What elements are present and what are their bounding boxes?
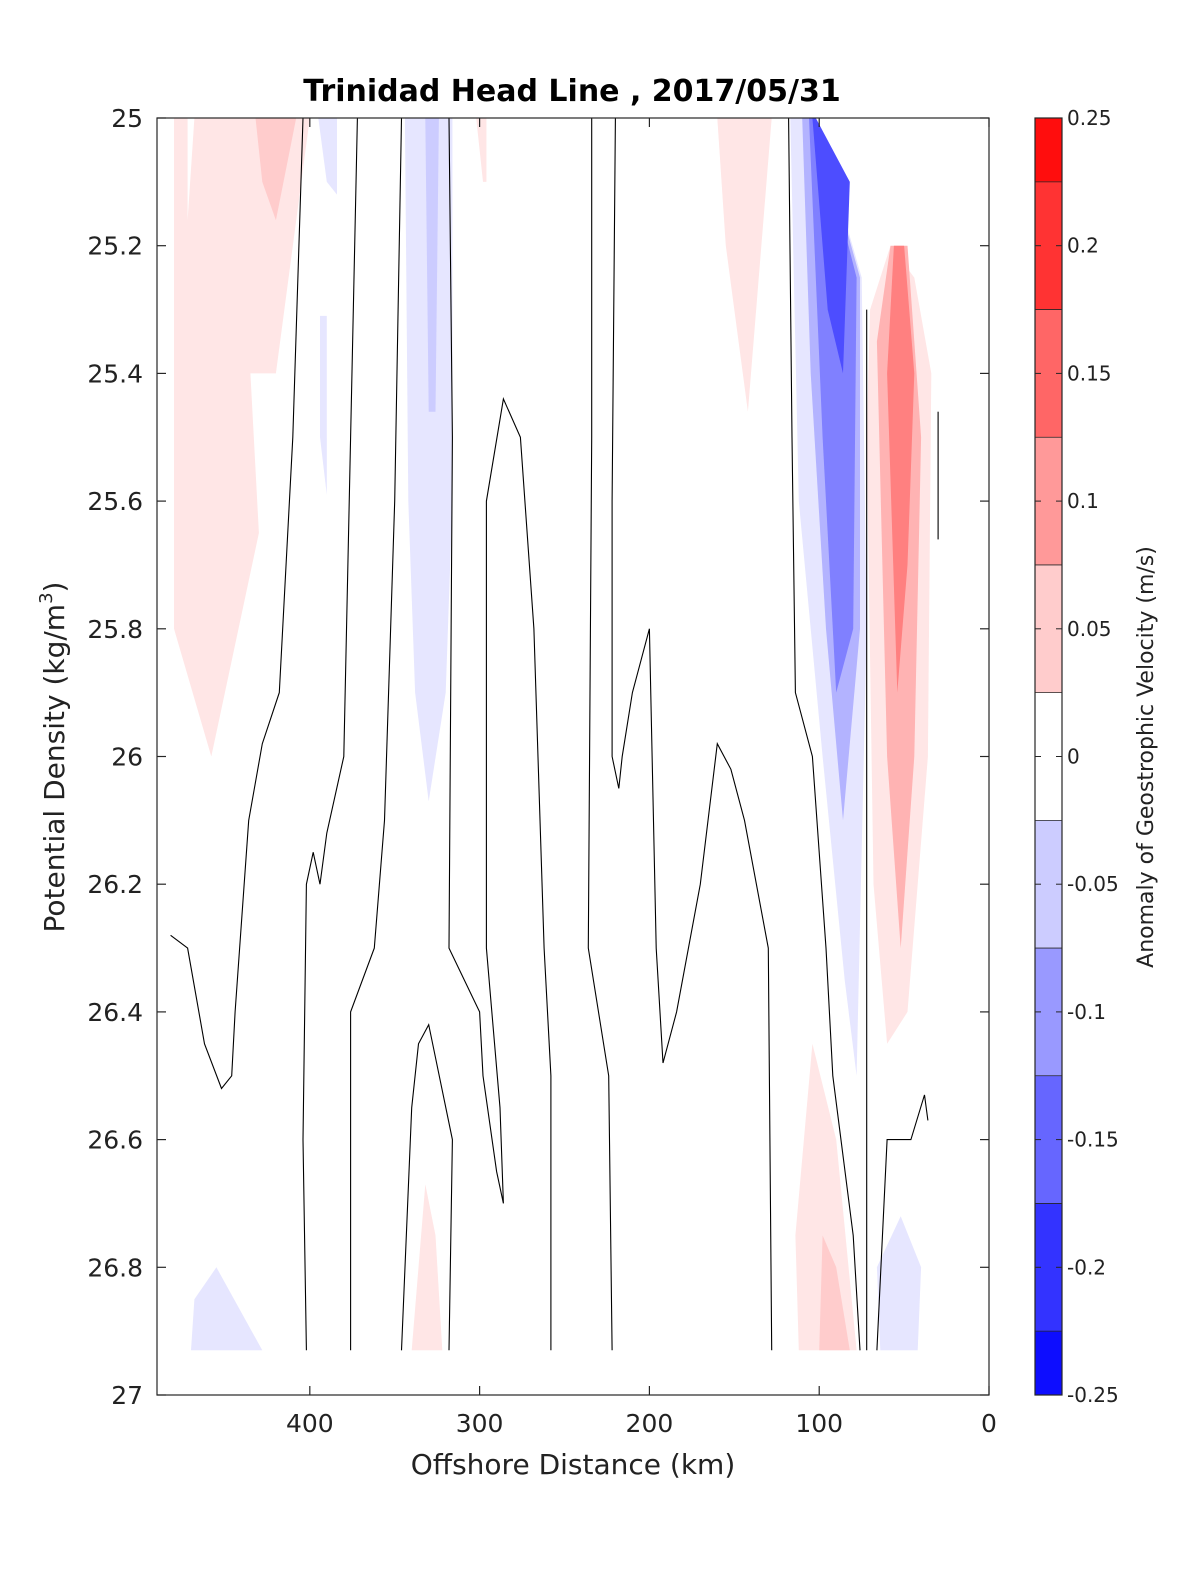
colorbar-tick-label: 0.2: [1067, 234, 1099, 258]
colorbar-tick-label: 0.15: [1067, 361, 1112, 385]
filled-contour-region: [255, 118, 297, 221]
colorbar-tick-label: 0.25: [1067, 106, 1112, 130]
colorbar-label: Anomaly of Geostrophic Velocity (m/s): [1134, 546, 1159, 968]
y-tick-label: 26.6: [87, 1126, 143, 1155]
y-tick-label: 25: [111, 104, 143, 133]
y-axis-label-close: ): [38, 582, 71, 593]
chart-title: Trinidad Head Line , 2017/05/31: [303, 74, 840, 109]
filled-contour-region: [887, 245, 915, 693]
x-tick-label: 400: [286, 1409, 334, 1438]
y-axis-label-main: Potential Density (kg/m: [38, 604, 71, 933]
x-tick-label: 200: [626, 1409, 674, 1438]
y-tick-label: 26.8: [87, 1253, 143, 1282]
filled-contour-region: [795, 1043, 857, 1351]
x-axis-label: Offshore Distance (km): [411, 1448, 736, 1481]
contour-line: [448, 118, 552, 1351]
filled-contours: [174, 118, 932, 1351]
contour-line: [302, 118, 358, 1351]
colorbar: 0.25 0.2 0.15 0.1 0.05 0 -0.05 -0.1 -0.15 -0.2 -0.…: [1035, 106, 1119, 1407]
filled-contour-region: [876, 1216, 922, 1351]
y-tick-label: 25.2: [87, 232, 143, 261]
colorbar-tick-label: -0.2: [1067, 1255, 1106, 1279]
y-tick-label: 25.6: [87, 487, 143, 516]
contour-line: [611, 118, 773, 1351]
filled-contour-region: [404, 118, 453, 802]
filled-contour-region: [318, 118, 337, 195]
contour-line: [587, 118, 613, 1351]
filled-contour-region: [476, 118, 487, 182]
x-tick-label: 300: [456, 1409, 504, 1438]
x-tick-label: 0: [981, 1409, 997, 1438]
contour-line: [788, 118, 861, 1351]
y-tick-label: 27: [111, 1381, 143, 1410]
filled-contour-region: [425, 118, 439, 412]
y-tick-label: 26.4: [87, 998, 143, 1027]
colorbar-tick-label: 0.1: [1067, 489, 1099, 513]
contour-line: [876, 1094, 929, 1351]
filled-contour-region: [812, 118, 850, 374]
contour-line: [400, 1023, 453, 1351]
colorbar-tick-label: 0: [1067, 745, 1080, 769]
y-tick-label: 25.8: [87, 615, 143, 644]
axis-ticks: 400 300 200 100 0 25 25.2 25.4 25.6 25.8 26 26.2 26.…: [87, 104, 997, 1438]
colorbar-tick-label: -0.25: [1067, 1383, 1119, 1407]
colorbar-tick-label: 0.05: [1067, 617, 1112, 641]
filled-contour-region: [320, 315, 327, 495]
filled-contour-region: [191, 1267, 263, 1351]
contour-lines: [170, 118, 939, 1351]
y-axis-label: Potential Density (kg/m3): [36, 582, 71, 933]
colorbar-tick-label: -0.05: [1067, 872, 1119, 896]
colorbar-frame: [1034, 117, 1063, 1396]
filled-contour-region: [717, 118, 772, 412]
filled-contour-region: [819, 1235, 850, 1351]
y-axis-label-superscript: 3: [36, 592, 57, 603]
y-tick-label: 26.2: [87, 870, 143, 899]
colorbar-tick-label: -0.15: [1067, 1128, 1119, 1152]
filled-contour-region: [174, 118, 310, 757]
x-tick-label: 100: [795, 1409, 843, 1438]
filled-contour-region: [411, 1184, 443, 1351]
colorbar-band: [1035, 118, 1062, 182]
y-tick-label: 26: [111, 743, 143, 772]
plot-frame: [156, 117, 990, 1396]
contour-line: [350, 118, 403, 1351]
colorbar-band: [1035, 1331, 1062, 1395]
contour-line: [170, 118, 304, 1090]
colorbar-tick-label: -0.1: [1067, 1000, 1106, 1024]
y-tick-label: 25.4: [87, 359, 143, 388]
